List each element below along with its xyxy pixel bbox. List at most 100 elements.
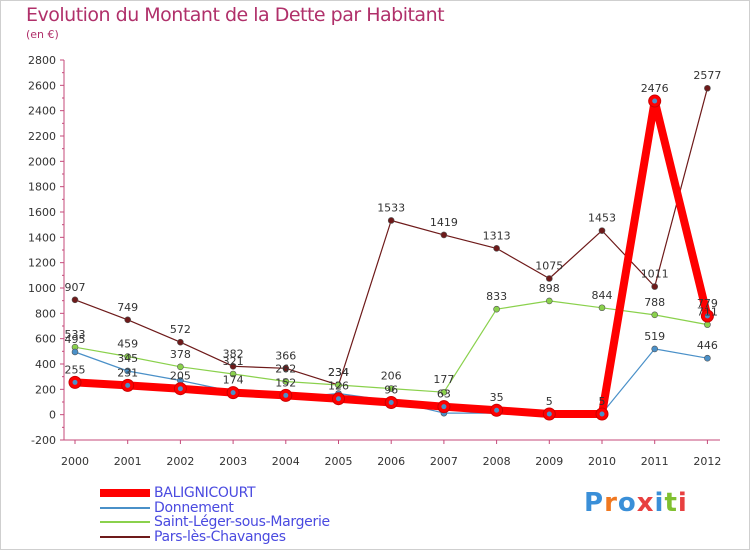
x-tick-label: 2000 <box>61 455 89 468</box>
data-label: 152 <box>275 376 296 389</box>
data-point-center <box>283 392 289 398</box>
x-tick-label: 2011 <box>641 455 669 468</box>
legend-swatch <box>100 521 150 523</box>
data-label: 749 <box>117 301 138 314</box>
x-tick-label: 2001 <box>114 455 142 468</box>
y-tick-label: 0 <box>49 409 56 422</box>
data-label: 321 <box>223 355 244 368</box>
data-point <box>124 316 131 324</box>
data-label: 459 <box>117 338 138 351</box>
data-point <box>177 363 184 371</box>
data-point <box>177 338 184 346</box>
data-label: 5 <box>546 395 553 408</box>
y-tick-label: -200 <box>31 434 56 447</box>
data-point-center <box>494 407 500 413</box>
y-tick-label: 2800 <box>28 54 56 67</box>
data-point <box>651 311 659 319</box>
data-point-center <box>336 396 341 402</box>
data-point <box>335 381 342 389</box>
data-point-center <box>441 404 447 410</box>
data-point <box>387 385 395 392</box>
y-tick-label: 1200 <box>28 257 56 270</box>
data-label: 572 <box>170 323 191 336</box>
y-tick-label: 400 <box>35 358 56 371</box>
data-point <box>704 321 711 328</box>
y-tick-label: 2400 <box>28 105 56 118</box>
data-point-center <box>72 379 78 385</box>
legend-label: BALIGNICOURT <box>154 485 256 501</box>
logo-letter: P <box>584 488 605 518</box>
data-point-center <box>546 411 552 417</box>
legend-swatch <box>100 489 150 497</box>
data-point <box>440 231 448 239</box>
data-point <box>282 365 290 372</box>
x-tick-label: 2012 <box>693 455 721 468</box>
data-label: 1533 <box>377 201 405 214</box>
chart-unit-label: (en €) <box>26 28 59 41</box>
logo-letter: i <box>677 488 688 518</box>
data-point <box>545 297 553 305</box>
y-tick-label: 600 <box>35 333 56 346</box>
x-tick-label: 2005 <box>325 455 353 468</box>
data-point <box>124 353 131 360</box>
legend-label: Donnement <box>154 499 234 516</box>
logo-letter: o <box>617 488 637 518</box>
x-tick-label: 2009 <box>535 455 563 468</box>
data-label: 206 <box>381 370 402 383</box>
legend-item: Saint-Léger-sous-Margerie <box>100 514 330 530</box>
data-label: 519 <box>644 330 665 343</box>
data-point <box>651 345 659 353</box>
data-label: 366 <box>275 349 296 362</box>
logo-letter: x <box>636 488 655 518</box>
y-tick-label: 2000 <box>28 155 56 168</box>
x-tick-label: 2002 <box>166 455 194 468</box>
data-label: 174 <box>223 374 244 387</box>
data-point <box>598 227 606 234</box>
data-point <box>71 348 79 356</box>
data-label: 205 <box>170 370 191 383</box>
data-label: 1011 <box>641 268 669 281</box>
data-point <box>598 304 606 312</box>
y-tick-label: 2600 <box>28 79 56 92</box>
data-point <box>651 283 659 290</box>
data-point <box>704 84 711 92</box>
data-point <box>493 305 500 313</box>
data-point-center <box>704 313 710 319</box>
data-label: 833 <box>486 290 507 303</box>
data-point <box>71 296 79 304</box>
data-label: 1453 <box>588 212 616 225</box>
data-label: 378 <box>170 348 191 361</box>
x-tick-label: 2010 <box>588 455 616 468</box>
data-label: 262 <box>275 362 296 375</box>
data-label: 63 <box>437 388 451 401</box>
data-point <box>387 217 395 224</box>
y-tick-label: 1000 <box>28 282 56 295</box>
data-label: 126 <box>328 380 349 393</box>
legend-swatch <box>100 535 150 538</box>
data-label: 1075 <box>535 260 563 273</box>
data-label: 495 <box>65 333 86 346</box>
data-label: 382 <box>223 347 244 360</box>
data-point <box>229 362 237 370</box>
data-point-center <box>652 98 658 104</box>
data-point <box>440 388 448 396</box>
data-label: 35 <box>490 391 504 404</box>
y-tick-label: 1400 <box>28 231 56 244</box>
data-point-center <box>599 411 605 417</box>
x-tick-label: 2003 <box>219 455 247 468</box>
x-tick-label: 2008 <box>483 455 511 468</box>
data-label: 234 <box>328 366 349 379</box>
data-point <box>229 370 237 378</box>
y-tick-label: 2200 <box>28 130 56 143</box>
legend-item: Pars-lès-Chavanges <box>100 529 286 545</box>
data-point-center <box>230 390 236 396</box>
data-point-center <box>388 400 394 406</box>
logo-letter: i <box>654 488 665 518</box>
data-label: 2577 <box>693 69 721 82</box>
y-tick-label: 1800 <box>28 181 56 194</box>
data-point-center <box>125 382 131 388</box>
y-tick-label: 800 <box>35 307 56 320</box>
data-label: 177 <box>433 373 454 386</box>
data-point <box>124 367 131 375</box>
